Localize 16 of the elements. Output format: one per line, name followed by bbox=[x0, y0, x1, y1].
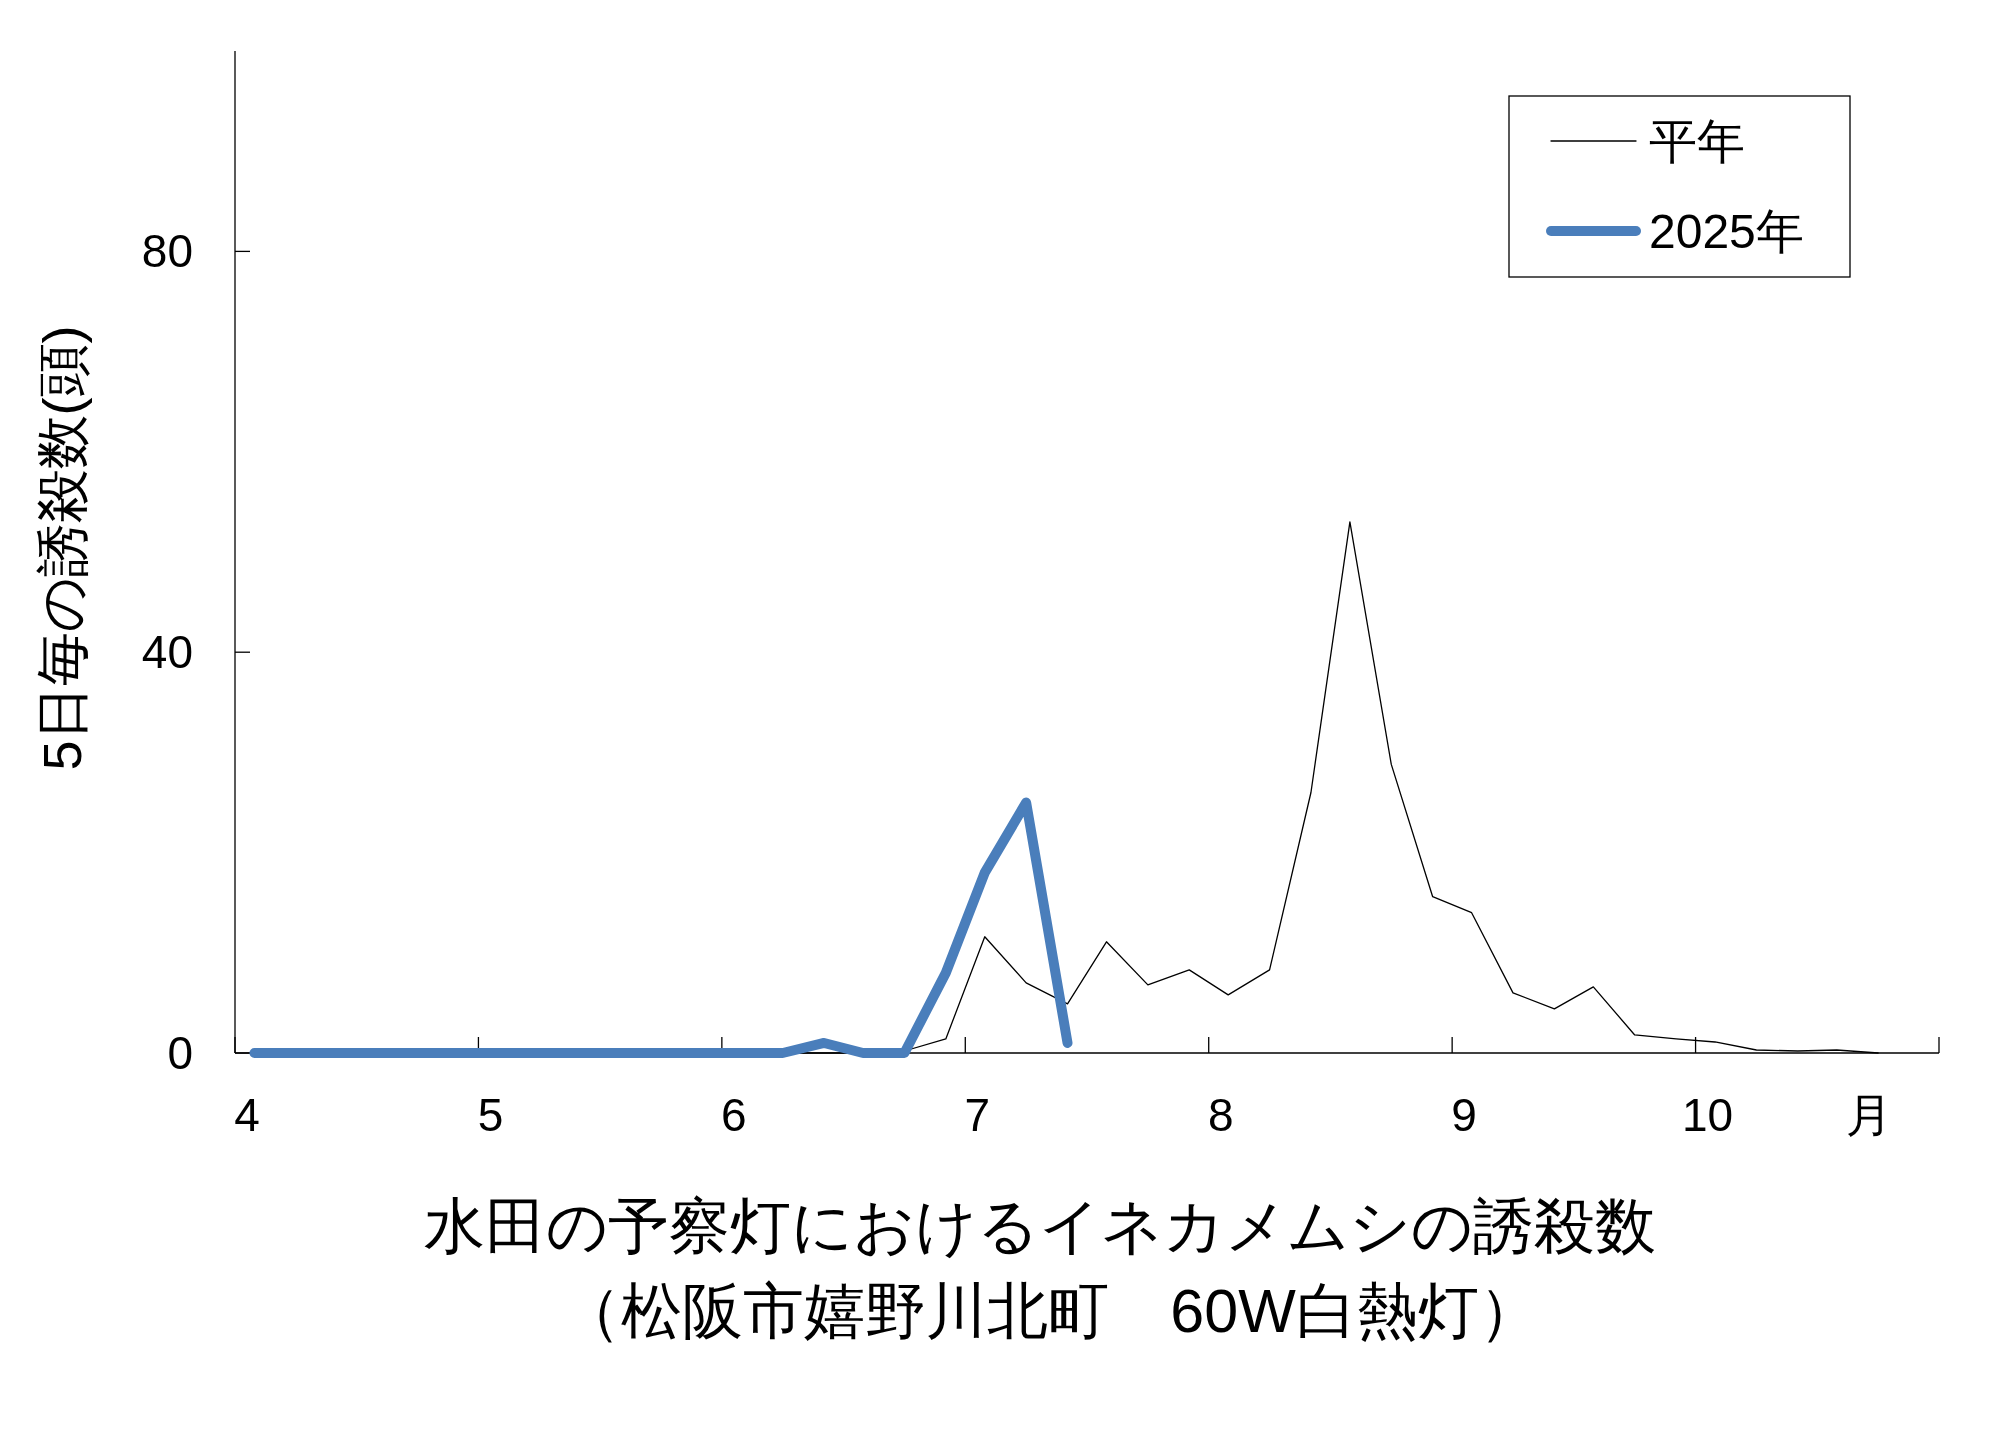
xtick: 6 bbox=[721, 1089, 747, 1141]
xtick: 8 bbox=[1207, 1089, 1234, 1141]
ytick: 40 bbox=[141, 626, 193, 679]
legend-label: 平年 bbox=[1649, 114, 1745, 168]
xtick: 10 bbox=[1682, 1089, 1734, 1141]
ytick: 80 bbox=[141, 225, 193, 278]
title: 水田の予察灯におけるイネカメムシの誘殺数 bbox=[424, 1192, 1656, 1260]
ytick: 0 bbox=[167, 1027, 193, 1079]
xtick: 7 bbox=[964, 1089, 991, 1141]
legend-label: 2025年 bbox=[1649, 204, 1804, 258]
subtitle: （松阪市嬉野川北町 60W白熱灯） bbox=[560, 1277, 1540, 1345]
xtick: 4 bbox=[234, 1089, 260, 1141]
xtick: 5 bbox=[477, 1089, 504, 1141]
xlabel: 月 bbox=[1846, 1089, 1892, 1141]
xtick: 9 bbox=[1451, 1089, 1477, 1141]
ylabel: 5日毎の誘殺数(頭) bbox=[32, 325, 92, 771]
